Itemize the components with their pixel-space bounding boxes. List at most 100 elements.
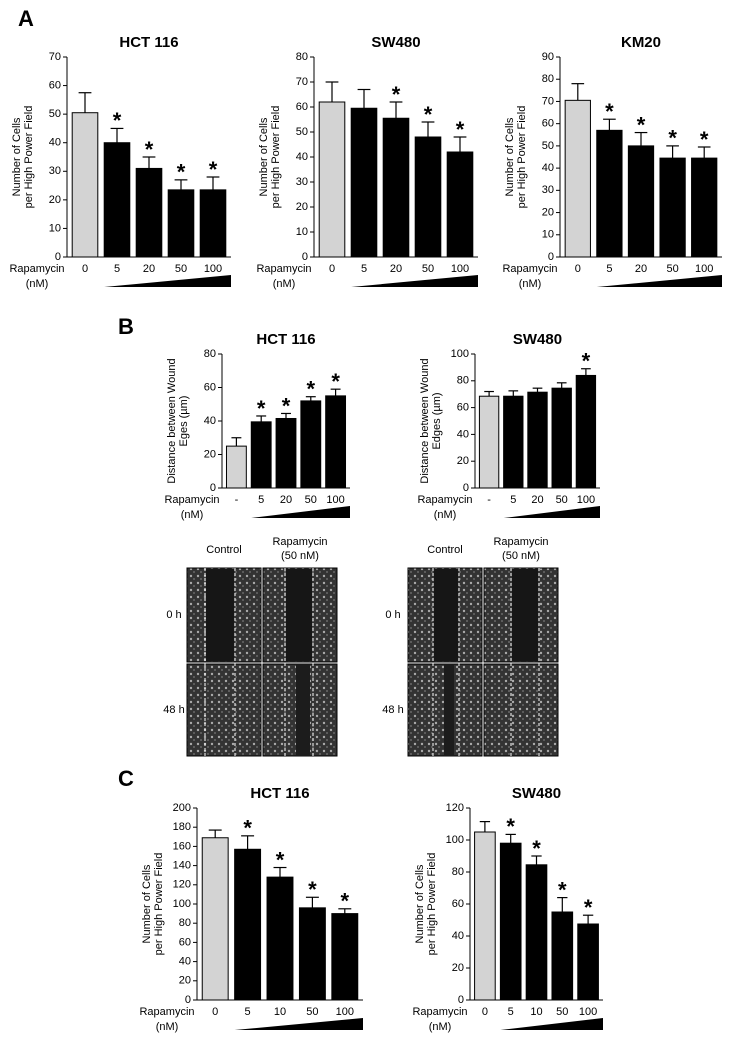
micrograph — [186, 663, 262, 757]
x-axis-label: Rapamycin — [164, 494, 219, 506]
x-tick-label: 20 — [143, 263, 155, 275]
x-tick-label: 5 — [508, 1006, 514, 1018]
y-tick-label: 90 — [542, 51, 554, 63]
y-axis-label: Number of Cells — [504, 117, 516, 196]
y-tick-label: 20 — [542, 206, 554, 218]
y-tick-label: 40 — [179, 956, 191, 968]
bar — [331, 913, 359, 1001]
y-axis-label: per High Power Field — [153, 853, 165, 956]
x-tick-label: 50 — [666, 263, 678, 275]
wound-gap — [434, 569, 458, 661]
wound-gap — [296, 665, 310, 755]
significance-marker: * — [506, 814, 515, 839]
x-tick-label: 5 — [114, 263, 120, 275]
significance-marker: * — [308, 877, 317, 902]
significance-marker: * — [532, 836, 541, 861]
y-tick-label: 140 — [173, 860, 191, 872]
y-tick-label: 30 — [296, 176, 308, 188]
y-axis-label: Number of Cells — [258, 117, 270, 196]
x-tick-label: 50 — [422, 263, 434, 275]
x-tick-label: 50 — [305, 494, 317, 506]
x-axis-label: (nM) — [181, 509, 204, 521]
y-tick-label: 20 — [204, 448, 216, 460]
x-tick-label: 50 — [306, 1006, 318, 1018]
y-axis-label: Number of Cells — [11, 117, 23, 196]
x-axis-label: (nM) — [26, 278, 49, 290]
y-axis-label: per High Power Field — [270, 106, 282, 209]
dose-wedge — [351, 275, 478, 287]
y-tick-label: 20 — [452, 962, 464, 974]
x-tick-label: 100 — [577, 494, 595, 506]
x-tick-label: 20 — [635, 263, 647, 275]
x-tick-label: 100 — [204, 263, 222, 275]
bar — [446, 151, 474, 258]
column-label: (50 nM) — [502, 550, 540, 562]
dose-wedge — [596, 275, 722, 287]
significance-marker: * — [392, 82, 401, 107]
x-axis-label: (nM) — [519, 278, 542, 290]
bar — [503, 395, 524, 489]
y-tick-label: 60 — [457, 402, 469, 414]
y-tick-label: 80 — [457, 375, 469, 387]
bar — [266, 876, 294, 1001]
y-tick-label: 0 — [185, 994, 191, 1006]
significance-marker: * — [145, 137, 154, 162]
y-tick-label: 0 — [463, 482, 469, 494]
y-tick-label: 0 — [55, 251, 61, 263]
x-tick-label: - — [235, 494, 239, 506]
row-label: 0 h — [385, 609, 400, 621]
y-tick-label: 20 — [457, 455, 469, 467]
bar — [382, 117, 410, 258]
panel-label: A — [18, 6, 34, 31]
y-tick-label: 100 — [173, 898, 191, 910]
wound-gap — [512, 569, 538, 661]
y-tick-label: 80 — [452, 866, 464, 878]
significance-marker: * — [700, 127, 709, 152]
significance-marker: * — [341, 889, 350, 914]
bar — [551, 387, 572, 489]
x-tick-label: 0 — [329, 263, 335, 275]
x-axis-label: (nM) — [273, 278, 296, 290]
x-tick-label: 100 — [695, 263, 713, 275]
significance-marker: * — [584, 895, 593, 920]
significance-marker: * — [424, 102, 433, 127]
chart-title: SW480 — [512, 785, 561, 802]
significance-marker: * — [177, 160, 186, 185]
bar — [325, 395, 347, 489]
x-tick-label: 20 — [280, 494, 292, 506]
y-axis-label: Edges (µm) — [431, 392, 443, 449]
x-tick-label: 100 — [451, 263, 469, 275]
bar — [234, 848, 262, 1001]
x-tick-label: 5 — [361, 263, 367, 275]
y-tick-label: 50 — [49, 108, 61, 120]
x-tick-label: 20 — [531, 494, 543, 506]
significance-marker: * — [605, 99, 614, 124]
significance-marker: * — [582, 349, 591, 374]
x-tick-label: 0 — [212, 1006, 218, 1018]
column-label: Control — [427, 544, 462, 556]
x-tick-label: 10 — [530, 1006, 542, 1018]
bar — [577, 923, 599, 1001]
y-tick-label: 10 — [296, 226, 308, 238]
x-tick-label: 5 — [510, 494, 516, 506]
row-label: 48 h — [163, 704, 184, 716]
chart-title: KM20 — [621, 34, 661, 51]
y-axis-label: Eges (µm) — [178, 396, 190, 447]
chart-title: SW480 — [371, 34, 420, 51]
row-label: 0 h — [166, 609, 181, 621]
x-axis-label: Rapamycin — [417, 494, 472, 506]
bar — [350, 107, 378, 258]
significance-marker: * — [637, 112, 646, 137]
y-tick-label: 10 — [49, 222, 61, 234]
y-tick-label: 10 — [542, 229, 554, 241]
y-tick-label: 200 — [173, 802, 191, 814]
dose-wedge — [251, 506, 350, 518]
chart-title: HCT 116 — [119, 34, 178, 51]
bar — [691, 157, 718, 258]
y-tick-label: 100 — [451, 348, 469, 360]
x-axis-label: (nM) — [429, 1021, 452, 1033]
y-tick-label: 40 — [49, 137, 61, 149]
significance-marker: * — [331, 369, 340, 394]
significance-marker: * — [282, 393, 291, 418]
